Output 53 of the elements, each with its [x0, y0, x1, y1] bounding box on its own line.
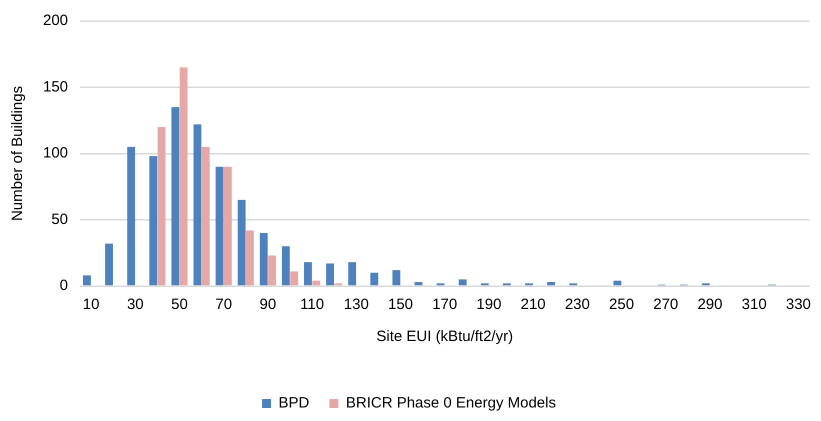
y-axis-title: Number of Buildings: [9, 86, 26, 222]
x-tick-label: 50: [171, 296, 188, 314]
bar: [82, 275, 91, 286]
bar: [171, 107, 180, 286]
x-tick-label: 270: [653, 296, 678, 314]
bar: [290, 271, 298, 286]
bar: [613, 280, 622, 286]
bar: [304, 262, 312, 286]
x-axis-title: Site EUI (kBtu/ft2/yr): [376, 328, 514, 346]
bar: [282, 246, 290, 286]
y-tick-label: 50: [51, 210, 68, 228]
x-tick-label: 190: [476, 296, 502, 314]
x-tick-label: 250: [609, 296, 634, 314]
x-tick-label: 30: [126, 296, 144, 314]
bar: [547, 282, 556, 286]
x-tick-label: 330: [786, 296, 811, 314]
bar: [127, 146, 136, 286]
bar: [149, 156, 158, 286]
bar: [105, 244, 113, 286]
bar: [414, 282, 422, 286]
bar: [158, 127, 166, 286]
x-tick-label: 90: [260, 296, 276, 314]
x-tick-label: 170: [432, 296, 458, 314]
bar: [260, 233, 268, 286]
bar: [326, 263, 334, 286]
x-tick-label: 210: [520, 296, 546, 314]
x-tick-label: 10: [82, 296, 100, 314]
bar: [194, 124, 202, 286]
legend-label: BRICR Phase 0 Energy Models: [346, 394, 556, 412]
y-tick-label: 200: [42, 12, 68, 30]
bar: [312, 280, 320, 286]
bar: [202, 146, 210, 286]
y-tick-label: 150: [42, 78, 68, 96]
bar: [246, 230, 254, 286]
bar: [180, 67, 188, 286]
bar: [268, 256, 276, 286]
x-tick-label: 290: [697, 296, 722, 314]
bar: [216, 166, 224, 286]
legend-label: BPD: [278, 394, 310, 412]
bar: [392, 270, 400, 286]
bar: [348, 262, 356, 286]
x-tick-label: 230: [564, 296, 590, 314]
x-tick-label: 70: [215, 296, 232, 314]
x-tick-label: 150: [388, 296, 414, 314]
x-tick-label: 130: [344, 296, 369, 314]
x-tick-label: 310: [742, 296, 767, 314]
bar: [238, 200, 246, 286]
x-tick-label: 110: [300, 296, 324, 314]
bar: [458, 279, 467, 286]
y-tick-label: 0: [60, 277, 68, 294]
bar: [370, 272, 378, 286]
bar: [224, 166, 232, 286]
y-tick-label: 100: [42, 144, 68, 162]
